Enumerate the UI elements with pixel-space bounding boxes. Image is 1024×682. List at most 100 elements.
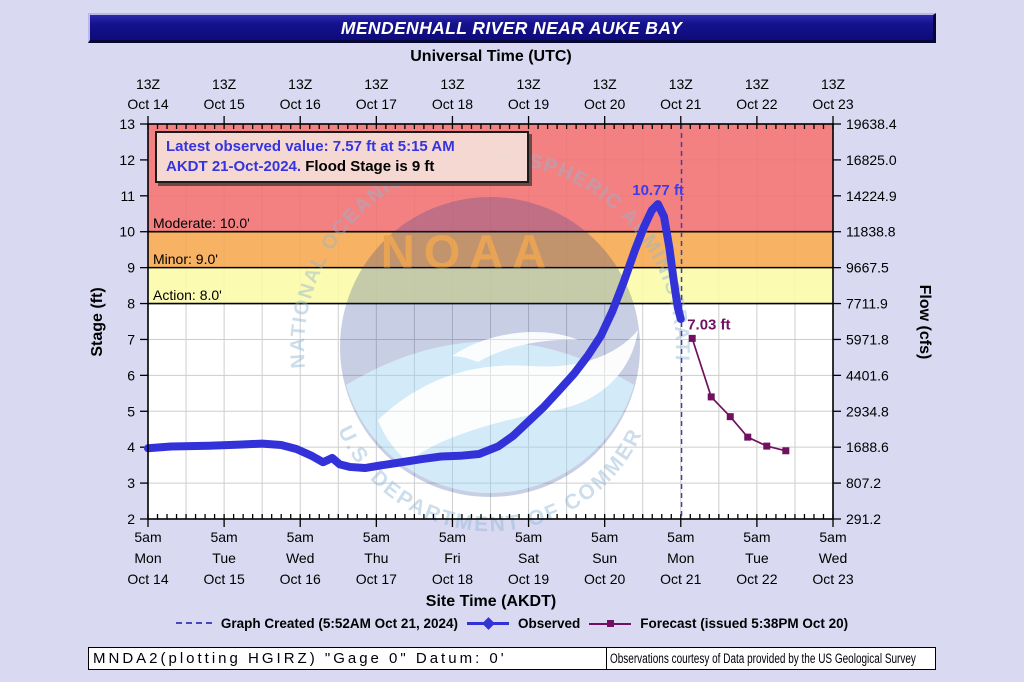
forecast-point	[688, 334, 696, 342]
bottom-tick-date: Oct 18	[432, 571, 473, 587]
top-tick-utc: 13Z	[745, 76, 770, 92]
bottom-tick-time: 5am	[439, 529, 466, 545]
flow-tick-label: 11838.8	[846, 224, 896, 240]
top-tick-date: Oct 18	[432, 96, 473, 112]
bottom-tick-day: Thu	[364, 550, 388, 566]
bottom-tick-time: 5am	[287, 529, 314, 545]
bottom-tick-day: Mon	[134, 550, 161, 566]
forecast-point	[744, 433, 752, 441]
top-axis-title: Universal Time (UTC)	[410, 48, 572, 65]
flow-tick-label: 9667.5	[846, 260, 889, 276]
stage-tick-label: 8	[127, 296, 135, 312]
flood-band-moderate	[148, 231, 833, 268]
top-tick-utc: 13Z	[288, 76, 313, 92]
legend-observed-label: Observed	[517, 615, 581, 631]
bottom-tick-time: 5am	[819, 529, 846, 545]
noaa-acronym: NOAA	[381, 225, 555, 278]
stage-tick-label: 7	[127, 331, 135, 347]
legend-created-swatch	[175, 622, 212, 624]
legend-forecast-marker	[589, 617, 632, 629]
observed-line	[144, 200, 685, 473]
stage-tick-label: 6	[127, 367, 135, 383]
legend-observed-diamond-icon	[482, 617, 495, 630]
bottom-tick-time: 5am	[134, 529, 161, 545]
flow-tick-label: 291.2	[846, 511, 881, 527]
info-observed-date: AKDT 21-Oct-2024.	[166, 158, 302, 175]
bottom-tick-date: Oct 21	[660, 571, 701, 587]
bottom-tick-day: Tue	[745, 550, 769, 566]
forecast-point	[763, 442, 771, 450]
legend-forecast-label: Forecast (issued 5:38PM Oct 20)	[640, 615, 849, 631]
data-series	[144, 124, 790, 519]
flow-tick-label: 4401.6	[846, 367, 889, 383]
bottom-tick-time: 5am	[591, 529, 618, 545]
top-tick-utc: 13Z	[821, 76, 846, 92]
stage-tick-label: 2	[127, 511, 135, 527]
forecast-point	[782, 447, 790, 455]
bottom-tick-date: Oct 23	[812, 571, 853, 587]
flow-tick-label: 807.2	[846, 475, 881, 491]
stage-tick-label: 10	[119, 224, 135, 240]
flood-band-action	[148, 267, 833, 304]
forecast-point	[726, 413, 734, 421]
flood-lines	[148, 230, 833, 305]
top-tick-utc: 13Z	[364, 76, 389, 92]
noaa-emblem-lens	[346, 341, 634, 494]
bottom-tick-time: 5am	[363, 529, 390, 545]
flood-line-labels: Moderate: 10.0' Minor: 9.0' Action: 8.0'	[153, 215, 250, 303]
bottom-tick-date: Oct 14	[127, 571, 168, 587]
flood-line-label: Minor: 9.0'	[153, 251, 218, 267]
plot-border	[147, 123, 834, 520]
top-tick-date: Oct 15	[203, 96, 244, 112]
bottom-tick-time: 5am	[515, 529, 542, 545]
info-latest-observed: Latest observed value: 7.57 ft at 5:15 A…	[166, 138, 455, 155]
flow-tick-label: 5971.8	[846, 331, 889, 347]
flow-tick-label: 1688.6	[846, 439, 889, 455]
footer-gage-text: MNDA2(plotting HGIRZ) "Gage 0" Datum: 0'	[93, 650, 507, 667]
bottom-tick-day: Wed	[819, 550, 848, 566]
stage-tick-label: 9	[127, 260, 135, 276]
flow-tick-label: 2934.8	[846, 403, 889, 419]
chart-title: MENDENHALL RIVER NEAR AUKE BAY	[340, 18, 683, 38]
top-tick-date: Oct 22	[736, 96, 777, 112]
footer-gage-box: MNDA2(plotting HGIRZ) "Gage 0" Datum: 0'	[88, 647, 639, 670]
noaa-emblem-circle	[340, 197, 640, 497]
info-box: Latest observed value: 7.57 ft at 5:15 A…	[155, 131, 529, 183]
bottom-tick-day: Sun	[592, 550, 617, 566]
bottom-axis-title: Site Time (AKDT)	[426, 593, 556, 610]
left-axis-title: Stage (ft)	[89, 287, 106, 356]
top-tick-utc: 13Z	[516, 76, 541, 92]
noaa-bird-body	[378, 330, 638, 462]
top-tick-utc: 13Z	[669, 76, 694, 92]
top-tick-date: Oct 23	[812, 96, 853, 112]
flow-tick-label: 14224.9	[846, 188, 897, 204]
top-tick-utc: 13Z	[136, 76, 161, 92]
footer-credit-text: Observations courtesy of Data provided b…	[609, 651, 916, 666]
top-tick-utc: 13Z	[212, 76, 237, 92]
stage-tick-label: 12	[119, 152, 135, 168]
flood-line-label: Action: 8.0'	[153, 287, 222, 303]
top-tick-date: Oct 19	[508, 96, 549, 112]
flood-line-label: Moderate: 10.0'	[153, 215, 250, 231]
top-tick-date: Oct 17	[356, 96, 397, 112]
bottom-tick-date: Oct 16	[280, 571, 321, 587]
top-tick-date: Oct 14	[127, 96, 168, 112]
flow-tick-label: 7711.9	[846, 296, 888, 312]
bottom-tick-date: Oct 15	[203, 571, 244, 587]
stage-tick-label: 13	[119, 116, 135, 132]
bottom-tick-day: Tue	[212, 550, 236, 566]
legend: Graph Created (5:52AM Oct 21, 2024) Obse…	[88, 612, 936, 634]
annotation-label: 7.03 ft	[687, 316, 730, 333]
top-tick-date: Oct 16	[280, 96, 321, 112]
legend-created-label: Graph Created (5:52AM Oct 21, 2024)	[220, 615, 458, 631]
right-axis-title: Flow (cfs)	[916, 285, 933, 360]
noaa-bird-wing	[452, 332, 578, 362]
bottom-tick-date: Oct 20	[584, 571, 625, 587]
bottom-tick-time: 5am	[210, 529, 237, 545]
bottom-tick-day: Wed	[286, 550, 315, 566]
axis-tick-labels: 13Z Oct 14 13Z Oct 15 13Z Oct 16 13Z Oct 17 13Z O…	[119, 76, 896, 587]
legend-forecast-square-icon	[607, 620, 615, 627]
legend-observed-marker	[466, 617, 509, 630]
